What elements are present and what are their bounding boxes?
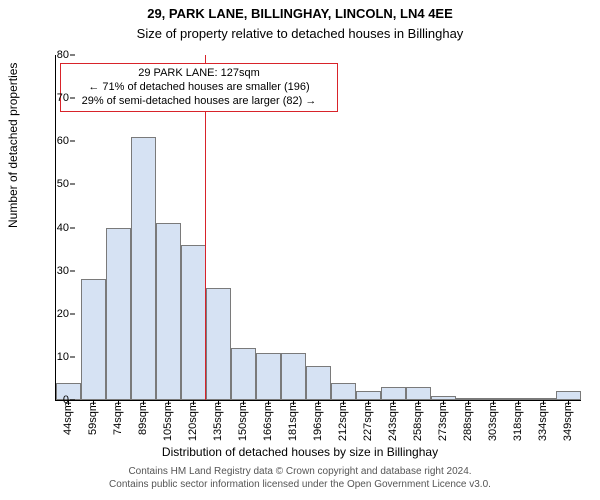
x-tick-label: 196sqm [312,402,324,441]
histogram-bar [381,387,406,400]
x-tick-label: 243sqm [387,402,399,441]
x-tick-label: 273sqm [437,402,449,441]
callout-line-2: ← 71% of detached houses are smaller (19… [67,81,331,95]
x-tick-label: 135sqm [212,402,224,441]
plot-area: 29 PARK LANE: 127sqm ← 71% of detached h… [55,55,581,401]
y-tick-label: 30 [29,265,69,277]
histogram-bar [231,348,256,400]
x-tick-label: 212sqm [337,402,349,441]
histogram-bar [331,383,356,400]
x-tick-label: 166sqm [262,402,274,441]
attribution-line-1: Contains HM Land Registry data © Crown c… [0,466,600,479]
x-tick-label: 44sqm [62,402,74,435]
attribution-line-2: Contains public sector information licen… [0,479,600,492]
x-tick-label: 105sqm [162,402,174,441]
histogram-bar [281,353,306,400]
x-tick-label: 288sqm [462,402,474,441]
histogram-bar [131,137,156,400]
x-tick-label: 89sqm [137,402,149,435]
chart-subtitle: Size of property relative to detached ho… [0,26,600,41]
y-tick-label: 50 [29,178,69,190]
histogram-bar [106,228,131,401]
x-tick-label: 318sqm [512,402,524,441]
histogram-bar [156,223,181,400]
y-tick-label: 20 [29,308,69,320]
histogram-bar [306,366,331,401]
x-tick-label: 181sqm [287,402,299,441]
callout-line-1: 29 PARK LANE: 127sqm [67,67,331,81]
histogram-bar [181,245,206,400]
x-tick-label: 349sqm [562,402,574,441]
histogram-bar [81,279,106,400]
callout-line-3: 29% of semi-detached houses are larger (… [67,95,331,109]
y-axis-label: Number of detached properties [6,63,20,228]
chart-suptitle: 29, PARK LANE, BILLINGHAY, LINCOLN, LN4 … [0,6,600,21]
histogram-bar [531,398,556,400]
histogram-bar [206,288,231,400]
x-tick-label: 258sqm [412,402,424,441]
y-tick-label: 40 [29,222,69,234]
y-tick-label: 80 [29,49,69,61]
attribution: Contains HM Land Registry data © Crown c… [0,466,600,491]
histogram-bar [456,398,481,400]
histogram-bar [556,391,581,400]
histogram-bar [406,387,431,400]
callout-box: 29 PARK LANE: 127sqm ← 71% of detached h… [60,63,338,112]
x-tick-label: 227sqm [362,402,374,441]
histogram-bar [481,398,506,400]
x-tick-label: 334sqm [537,402,549,441]
x-tick-label: 150sqm [237,402,249,441]
y-tick-label: 70 [29,92,69,104]
histogram-bar [356,391,381,400]
x-tick-label: 59sqm [87,402,99,435]
x-tick-label: 74sqm [112,402,124,435]
x-tick-label: 303sqm [487,402,499,441]
histogram-bar [431,396,456,400]
histogram-bar [256,353,281,400]
chart-container: 29, PARK LANE, BILLINGHAY, LINCOLN, LN4 … [0,0,600,500]
y-tick-label: 10 [29,351,69,363]
x-tick-label: 120sqm [187,402,199,441]
x-axis-label: Distribution of detached houses by size … [0,445,600,459]
y-tick-label: 60 [29,135,69,147]
histogram-bar [506,398,531,400]
